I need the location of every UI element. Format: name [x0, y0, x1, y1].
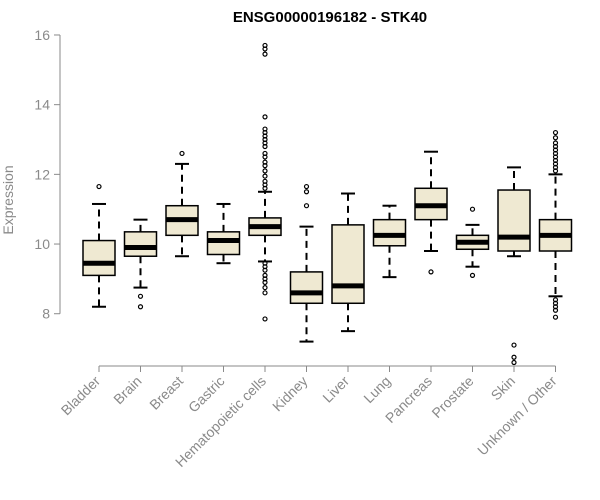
box-group — [331, 192, 365, 333]
y-axis-label: Expression — [0, 165, 16, 234]
iqr-box — [289, 271, 324, 305]
outlier-point — [303, 203, 310, 209]
y-tick-label: 10 — [34, 236, 50, 252]
outlier-point — [262, 316, 268, 322]
outlier-point — [552, 307, 559, 313]
box-group — [248, 42, 282, 322]
outlier-point — [262, 267, 268, 273]
box-group — [82, 183, 116, 308]
box-group — [414, 150, 448, 275]
box-group — [455, 206, 490, 278]
x-tick-label: Prostate — [428, 373, 476, 421]
outlier-point — [552, 168, 559, 174]
x-tick-label: Lung — [360, 373, 393, 406]
iqr-box — [372, 218, 407, 247]
outlier-point — [469, 206, 476, 212]
outlier-point — [179, 150, 185, 157]
outlier-point — [262, 154, 268, 160]
y-tick-label: 12 — [34, 166, 50, 182]
box-group — [289, 183, 324, 343]
chart-title: ENSG00000196182 - STK40 — [233, 9, 427, 26]
x-tick-label: Bladder — [58, 373, 104, 419]
outlier-point — [428, 269, 434, 275]
box-group — [123, 218, 158, 310]
box-group — [372, 204, 407, 279]
outlier-point — [262, 163, 268, 169]
outlier-point — [511, 354, 517, 360]
outlier-point — [262, 51, 268, 57]
x-tick-label: Unknown / Other — [474, 373, 560, 459]
y-tick-label: 16 — [34, 27, 50, 43]
outlier-point — [262, 290, 268, 296]
x-tick-label: Liver — [319, 373, 352, 406]
iqr-box — [123, 231, 158, 257]
x-tick-label: Skin — [488, 373, 519, 404]
outlier-point — [511, 359, 517, 366]
outlier-point — [552, 135, 559, 141]
box-group — [497, 166, 531, 366]
iqr-box — [331, 224, 365, 305]
outlier-point — [303, 183, 310, 190]
y-tick-label: 14 — [34, 97, 50, 113]
y-tick-label: 8 — [42, 306, 50, 322]
outlier-point — [552, 129, 559, 136]
outlier-point — [303, 189, 310, 195]
box-group — [538, 129, 573, 320]
outlier-point — [511, 342, 517, 348]
outlier-point — [552, 314, 559, 320]
outlier-point — [262, 284, 268, 291]
iqr-box — [82, 239, 116, 277]
outlier-point — [262, 46, 268, 52]
box-group — [206, 202, 241, 265]
outlier-point — [262, 143, 268, 150]
x-tick-label: Breast — [146, 373, 186, 413]
outlier-point — [262, 185, 268, 191]
outlier-point — [96, 183, 102, 190]
outlier-point — [469, 272, 476, 278]
x-tick-label: Brain — [110, 373, 144, 407]
outlier-point — [137, 293, 144, 299]
box-group — [165, 150, 199, 258]
x-tick-label: Kidney — [269, 373, 311, 415]
outlier-point — [262, 279, 268, 285]
iqr-box — [206, 231, 241, 256]
boxes-layer — [82, 42, 573, 366]
iqr-box — [497, 189, 531, 252]
outlier-point — [262, 168, 268, 174]
outlier-point — [262, 173, 268, 179]
outlier-point — [262, 114, 268, 120]
outlier-point — [137, 304, 144, 310]
y-axis: 8 10 12 14 16 — [34, 27, 61, 322]
